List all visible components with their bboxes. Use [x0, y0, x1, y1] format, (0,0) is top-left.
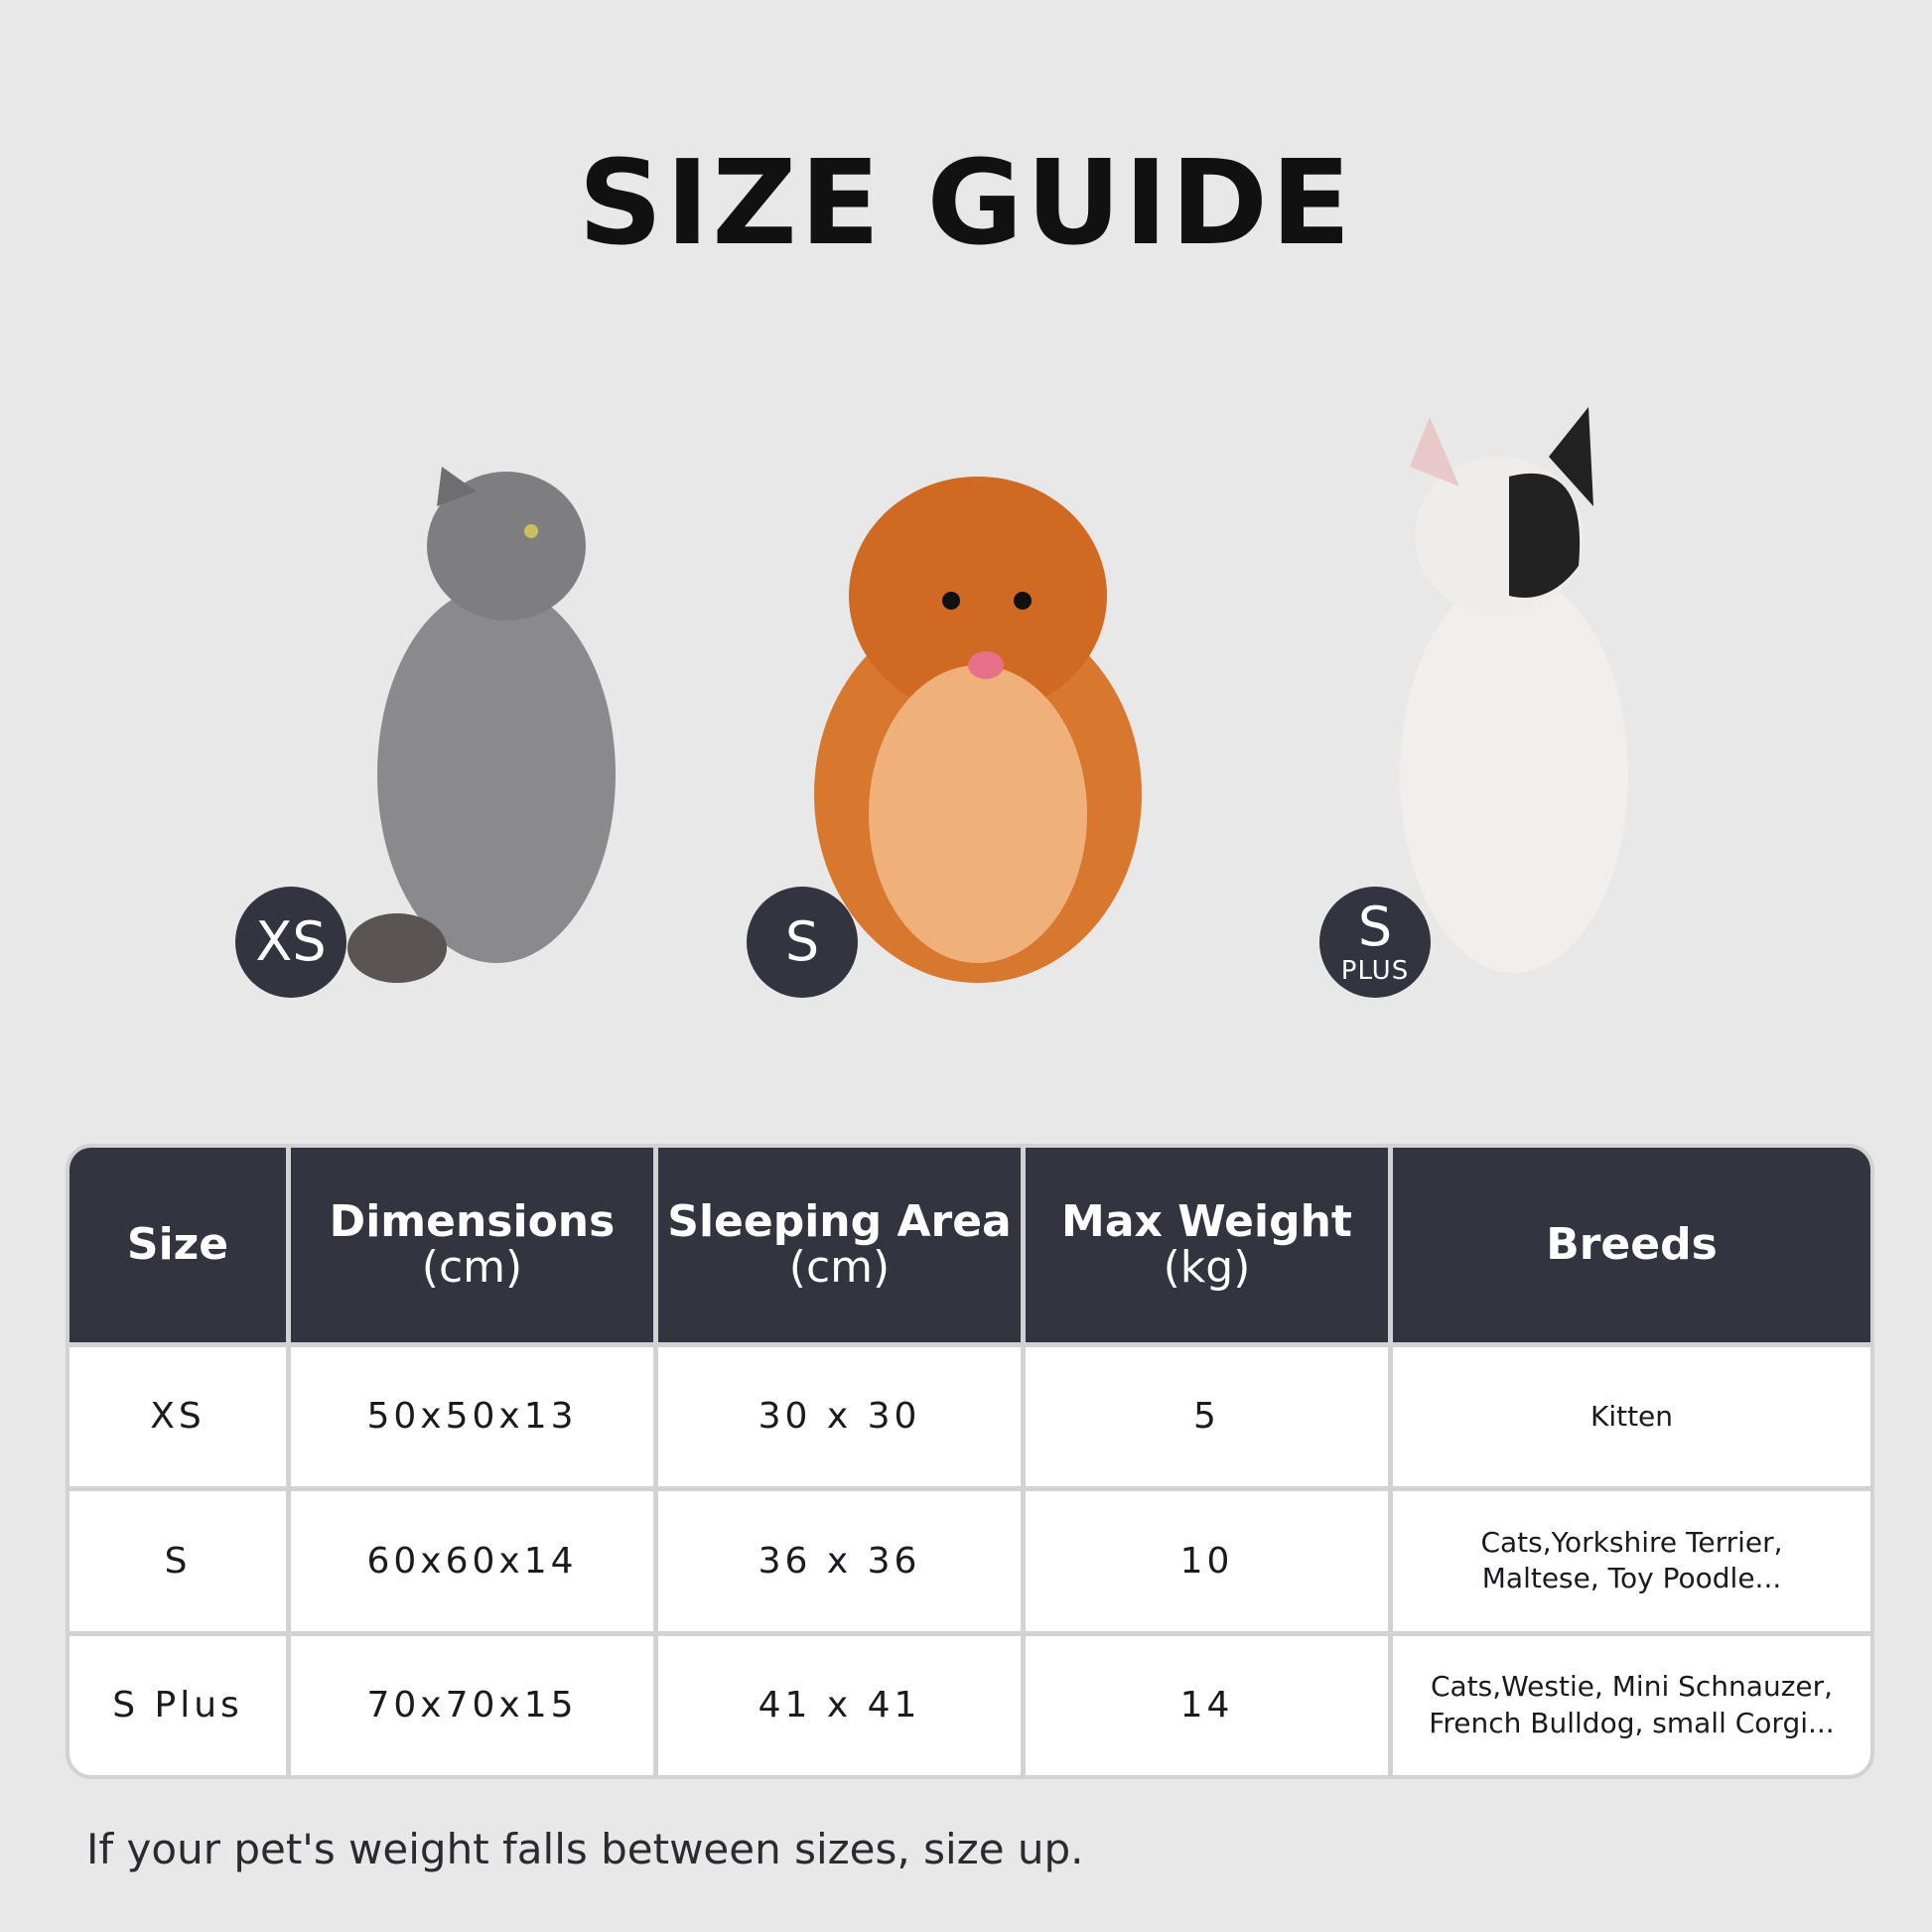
table-row: S 60x60x14 36 x 36 10 Cats,Yorkshire Ter…: [69, 1486, 1870, 1631]
table-row: S Plus 70x70x15 41 x 41 14 Cats,Westie, …: [69, 1630, 1870, 1775]
cell-size: XS: [69, 1341, 286, 1487]
table-header-row: Size Dimensions (cm) Sleeping Area (cm) Ma…: [69, 1148, 1870, 1342]
header-title: Sleeping Area: [667, 1195, 1012, 1247]
header-breeds: Breeds: [1393, 1148, 1870, 1342]
cell-dimensions: 50x50x13: [291, 1341, 653, 1487]
size-up-note: If your pet's weight falls between sizes…: [86, 1825, 1084, 1873]
size-badge-s: S: [747, 887, 858, 998]
header-sleeping-area: Sleeping Area (cm): [658, 1148, 1021, 1342]
breeds-line: French Bulldog, small Corgi...: [1429, 1706, 1835, 1739]
breeds-line: Maltese, Toy Poodle...: [1481, 1562, 1782, 1595]
cell-dimensions: 70x70x15: [291, 1630, 653, 1775]
cell-max-weight: 5: [1026, 1341, 1388, 1487]
cat-image: [347, 467, 616, 983]
header-title: Breeds: [1546, 1218, 1718, 1270]
cell-max-weight: 14: [1026, 1630, 1388, 1775]
cell-dimensions: 60x60x14: [291, 1486, 653, 1631]
cell-max-weight: 10: [1026, 1486, 1388, 1631]
badge-label: XS: [255, 910, 327, 973]
breeds-line: Kitten: [1589, 1399, 1674, 1433]
cell-sleeping-area: 36 x 36: [658, 1486, 1021, 1631]
badge-label: S: [1357, 896, 1393, 958]
header-title: Max Weight: [1061, 1195, 1352, 1247]
pomeranian-image: [814, 477, 1142, 983]
header-unit: (kg): [1163, 1241, 1251, 1293]
header-title: Size: [126, 1218, 229, 1270]
page-title: SIZE GUIDE: [578, 134, 1354, 271]
cell-breeds: Cats,Westie, Mini Schnauzer, French Bulld…: [1393, 1630, 1870, 1775]
header-title: Dimensions: [329, 1195, 616, 1247]
cell-breeds: Cats,Yorkshire Terrier, Maltese, Toy Pood…: [1393, 1486, 1870, 1631]
cell-sleeping-area: 41 x 41: [658, 1630, 1021, 1775]
animals-row: XS S S PLUS: [0, 397, 1932, 1013]
header-unit: (cm): [421, 1241, 523, 1293]
badge-label: S: [784, 910, 820, 973]
cell-size: S Plus: [69, 1630, 286, 1775]
table-row: XS 50x50x13 30 x 30 5 Kitten: [69, 1341, 1870, 1487]
french-bulldog-image: [1400, 407, 1628, 973]
cell-sleeping-area: 30 x 30: [658, 1341, 1021, 1487]
cell-breeds: Kitten: [1393, 1341, 1870, 1487]
header-size: Size: [69, 1148, 286, 1342]
size-badge-s-plus: S PLUS: [1319, 887, 1431, 998]
cell-size: S: [69, 1486, 286, 1631]
header-max-weight: Max Weight (kg): [1026, 1148, 1388, 1342]
badge-sublabel: PLUS: [1340, 956, 1410, 986]
pet-illustrations: [347, 407, 1628, 983]
breeds-line: Cats,Yorkshire Terrier,: [1480, 1525, 1783, 1559]
size-badge-xs: XS: [235, 887, 346, 998]
header-unit: (cm): [788, 1241, 891, 1293]
header-dimensions: Dimensions (cm): [291, 1148, 653, 1342]
breeds-line: Cats,Westie, Mini Schnauzer,: [1430, 1670, 1834, 1704]
size-table: Size Dimensions (cm) Sleeping Area (cm) Ma…: [66, 1144, 1874, 1779]
